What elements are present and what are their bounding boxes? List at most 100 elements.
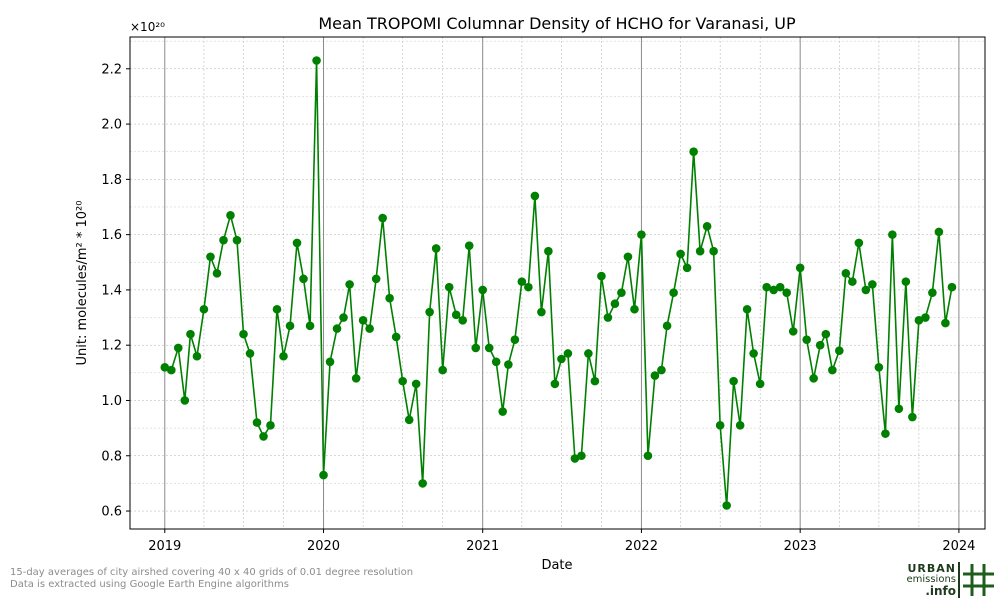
data-point <box>702 222 712 231</box>
data-point <box>695 246 705 256</box>
year-boundary-lines <box>164 37 960 529</box>
x-tick-label: 2024 <box>942 539 975 554</box>
y-tick-label: 2.2 <box>101 62 122 77</box>
data-point <box>729 376 738 386</box>
data-point <box>570 454 580 463</box>
y-tick-label: 2.0 <box>101 118 122 133</box>
data-point <box>769 285 778 295</box>
data-point <box>577 451 586 461</box>
x-tick-label: 2019 <box>148 539 181 554</box>
y-axis-ticks: 0.6 0.8 1.0 1.2 1.4 1.6 1.8 2.0 2.2 <box>101 62 130 520</box>
data-point <box>835 346 844 356</box>
series-line <box>164 59 953 507</box>
data-point <box>722 501 731 510</box>
data-point <box>358 316 368 325</box>
data-point <box>167 365 176 375</box>
data-point <box>299 274 308 284</box>
data-point <box>245 349 255 358</box>
data-point <box>563 349 573 358</box>
data-point <box>498 407 508 416</box>
data-point <box>206 252 215 262</box>
y-tick-label: 0.6 <box>101 505 122 520</box>
y-axis-multiplier: ×10²⁰ <box>130 20 165 34</box>
data-point <box>510 335 520 344</box>
y-tick-label: 0.8 <box>101 449 122 464</box>
data-point <box>319 470 328 480</box>
data-point <box>371 274 381 284</box>
x-axis-label: Date <box>541 558 572 573</box>
data-point <box>239 329 248 339</box>
data-point <box>252 418 262 427</box>
data-point <box>874 363 884 372</box>
data-point <box>888 230 897 239</box>
data-point <box>735 421 745 430</box>
data-point <box>742 304 752 314</box>
data-point <box>180 396 190 405</box>
data-point <box>312 56 321 65</box>
data-point <box>391 332 401 342</box>
data-point <box>841 269 851 278</box>
data-point <box>404 415 414 425</box>
data-point <box>809 374 818 383</box>
data-point <box>418 479 427 488</box>
data-point <box>947 282 957 292</box>
footnote-line-2: Data is extracted using Google Earth Eng… <box>10 579 289 590</box>
data-point <box>643 451 653 461</box>
data-point <box>617 288 626 297</box>
data-point <box>305 321 315 331</box>
data-point <box>451 310 461 320</box>
data-point <box>914 316 924 325</box>
urban-emissions-logo: URBAN emissions .info <box>896 562 1000 600</box>
data-point <box>861 285 871 295</box>
data-point <box>398 376 407 386</box>
data-point <box>828 365 837 375</box>
data-point <box>557 354 566 364</box>
data-point <box>868 280 877 289</box>
x-tick-label: 2020 <box>307 539 340 554</box>
data-point <box>669 288 678 297</box>
data-point <box>325 357 335 367</box>
data-point <box>623 252 633 262</box>
data-point <box>219 235 228 245</box>
grid <box>130 37 985 529</box>
y-tick-label: 1.2 <box>101 339 122 354</box>
data-point <box>603 313 613 322</box>
data-point <box>709 246 718 256</box>
data-point <box>279 351 288 361</box>
data-point <box>464 241 474 250</box>
data-point <box>544 246 553 256</box>
data-point <box>682 263 692 273</box>
data-point <box>715 421 725 430</box>
data-point <box>854 238 864 248</box>
data-point <box>590 376 600 386</box>
data-point <box>637 230 646 239</box>
data-point <box>802 335 811 344</box>
data-point <box>226 210 235 220</box>
data-point <box>524 282 533 292</box>
y-tick-label: 1.8 <box>101 173 122 188</box>
data-point <box>755 379 765 389</box>
data-point <box>504 360 513 369</box>
data-point <box>365 324 374 333</box>
data-point <box>676 249 685 259</box>
data-point <box>788 327 798 336</box>
data-point <box>160 363 170 372</box>
data-point <box>199 304 209 314</box>
data-point <box>928 288 937 297</box>
data-point <box>815 340 825 350</box>
data-point <box>259 432 268 441</box>
data-point <box>550 379 560 389</box>
data-point <box>689 147 698 157</box>
y-tick-label: 1.0 <box>101 394 122 409</box>
data-point <box>657 365 666 375</box>
data-point <box>597 271 606 281</box>
data-point <box>530 191 540 201</box>
data-point <box>630 304 639 314</box>
plot-frame <box>129 36 986 530</box>
data-point <box>517 277 527 286</box>
data-point <box>266 421 275 430</box>
data-point <box>894 404 904 414</box>
data-point <box>444 282 454 292</box>
data-point <box>881 429 890 438</box>
data-point <box>431 244 441 253</box>
